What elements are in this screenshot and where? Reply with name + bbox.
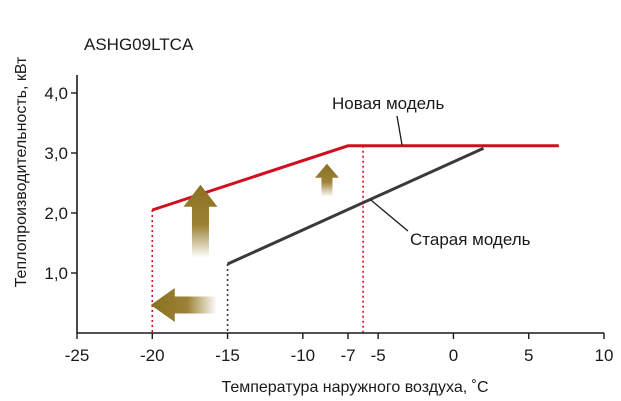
new-model-line: [151, 144, 559, 212]
y-tick-label: 3,0: [44, 144, 68, 163]
left-arrow-icon: [150, 288, 218, 322]
x-tick-label: -25: [65, 346, 90, 365]
y-axis-ticks: 1,0 2,0 3,0 4,0: [44, 84, 77, 283]
x-axis-ticks: -25 -20 -15 -10 -7 -5 0 5 10: [65, 333, 614, 365]
x-tick-label: -10: [291, 346, 316, 365]
x-tick-label: -15: [215, 346, 240, 365]
x-axis-label: Температура наружного воздуха, ˚C: [221, 379, 488, 396]
y-tick-label: 1,0: [44, 264, 68, 283]
x-tick-label: -20: [140, 346, 165, 365]
reference-lines: [151, 145, 364, 333]
series-lines: [151, 144, 559, 266]
x-tick-label: -7: [340, 346, 355, 365]
up-arrow-small-icon: [314, 163, 339, 197]
x-tick-label: 0: [449, 346, 458, 365]
up-arrow-icon: [183, 184, 218, 258]
old-model-leader-line: [370, 199, 409, 232]
new-model-leader-line: [396, 115, 403, 145]
old-model-label: Старая модель: [410, 230, 531, 249]
comparison-arrows: [150, 163, 339, 322]
new-model-label: Новая модель: [332, 94, 444, 113]
y-tick-label: 4,0: [44, 84, 68, 103]
y-axis-label: Теплопроизводительность, кВт: [13, 56, 30, 287]
x-tick-label: -5: [371, 346, 386, 365]
series-labels: Новая модель Старая модель: [332, 94, 531, 249]
old-model-line: [226, 146, 485, 266]
chart-title: ASHG09LTCA: [84, 35, 194, 54]
y-tick-label: 2,0: [44, 204, 68, 223]
x-tick-label: 10: [595, 346, 614, 365]
x-tick-label: 5: [524, 346, 533, 365]
